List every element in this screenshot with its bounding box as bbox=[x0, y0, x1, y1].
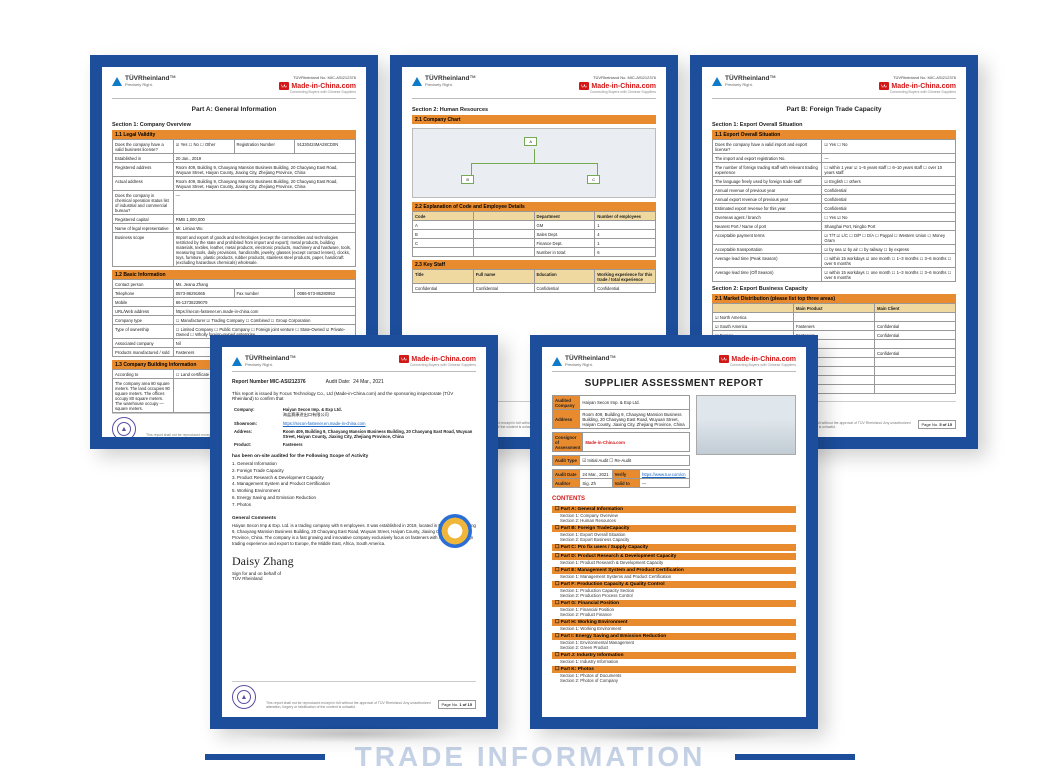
section-title: Section 1: Company Overview bbox=[112, 122, 356, 128]
top-info-table: Audited CompanyHaiyan Secon Imp. & Exp L… bbox=[552, 395, 690, 429]
signature: Daisy Zhang bbox=[232, 554, 476, 569]
mic-logo: TÜVRheinland No. MIC-ASI212376 Made-in-C… bbox=[279, 75, 356, 94]
part-title: Part A: General Information bbox=[112, 106, 356, 113]
report-title: SUPPLIER ASSESSMENT REPORT bbox=[552, 378, 796, 389]
company-photo bbox=[696, 395, 796, 455]
contents-label: CONTENTS bbox=[552, 496, 796, 502]
costs-table: CodeDepartmentNumber of employeesAGM1BSa… bbox=[412, 211, 656, 257]
stamp-icon bbox=[112, 417, 136, 437]
tuv-logo: TÜVRheinland™ Precisely Right. bbox=[112, 75, 176, 87]
tuv-triangle-icon bbox=[112, 77, 122, 86]
org-chart: A B C bbox=[412, 128, 656, 198]
band-chart: 2.1 Company Chart bbox=[412, 115, 656, 124]
overall-table: Does the company have a valid import and… bbox=[712, 139, 956, 282]
part-title: Part B: Foreign Trade Capacity bbox=[712, 106, 956, 113]
doc-header: TÜVRheinland™ Precisely Right. TÜVRheinl… bbox=[112, 75, 356, 99]
bottom-banner: TRADE INFORMATION bbox=[0, 737, 1060, 777]
band-legal: 1.1 Legal Validity bbox=[112, 130, 356, 139]
certificate-4: TÜVRheinland™Precisely Right. Made-in-Ch… bbox=[210, 335, 498, 729]
audited-badge-icon: A bbox=[438, 514, 472, 548]
org-node-root: A bbox=[524, 137, 537, 146]
certificate-5: TÜVRheinland™Precisely Right. Made-in-Ch… bbox=[530, 335, 818, 729]
band-costs: 2.2 Explanation of Code and Employee Det… bbox=[412, 202, 656, 211]
summary-table: Company:Haiyan Secon Imp. & Exp Ltd.海盐赛康… bbox=[232, 405, 476, 448]
org-node-c: C bbox=[587, 175, 600, 184]
key-table: TitleFull nameEducationWorking experienc… bbox=[412, 269, 656, 293]
contents-list: ☐ Part A: General InformationSection 1: … bbox=[552, 504, 796, 683]
section-title: Section 2: Human Resources bbox=[412, 107, 656, 113]
certificate-stage: TÜVRheinland™ Precisely Right. TÜVRheinl… bbox=[90, 55, 980, 725]
band-key: 2.3 Key Staff bbox=[412, 260, 656, 269]
org-node-b: B bbox=[461, 175, 474, 184]
scope-list: 1. General Information2. Foreign Trade C… bbox=[232, 461, 476, 508]
legal-table: Does the company have a valid business l… bbox=[112, 139, 356, 267]
band-basic: 1.2 Basic Information bbox=[112, 270, 356, 279]
